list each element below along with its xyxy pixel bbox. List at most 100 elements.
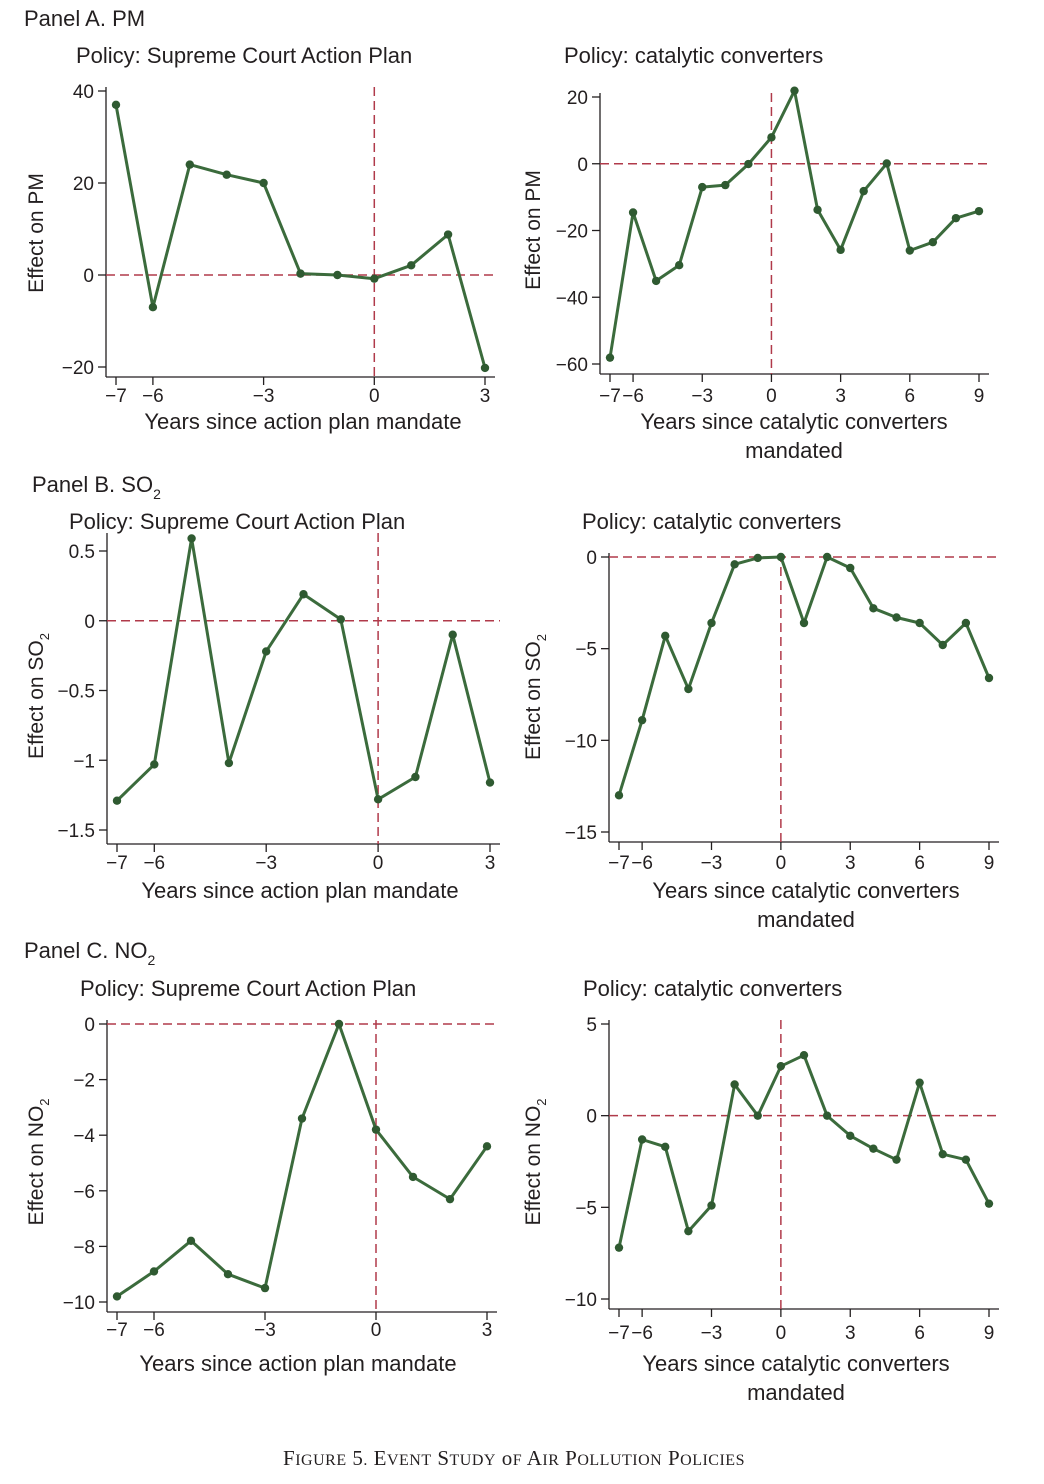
data-point [984, 673, 994, 683]
y-tick-label: −2 [73, 1071, 95, 1092]
chart-title: Policy: Supreme Court Action Plan [76, 43, 412, 68]
series-line [115, 536, 492, 802]
y-axis-label-subscript: 2 [534, 1098, 549, 1105]
x-tick-label: 0 [776, 853, 787, 874]
data-point [928, 237, 938, 247]
x-tick-label: 3 [845, 1323, 856, 1344]
data-point [187, 534, 196, 543]
x-tick-label: 3 [835, 386, 846, 407]
x-axis-label: mandated [757, 907, 855, 932]
data-point [222, 170, 231, 179]
data-point [799, 1050, 809, 1060]
x-tick-label: 9 [974, 386, 985, 407]
series-line [116, 1022, 489, 1298]
data-point [892, 1155, 901, 1164]
y-axis-label: Effect on NO2 [522, 1098, 549, 1225]
x-axis-label: Years since catalytic converters [640, 409, 947, 434]
x-tick-label: −7 [106, 1320, 128, 1341]
panel-c-title-subscript: 2 [147, 952, 156, 968]
y-axis-label-subscript: 2 [534, 634, 549, 641]
y-tick-label: 0 [84, 1015, 95, 1036]
data-point [336, 615, 345, 624]
y-tick-label: 0 [577, 155, 588, 176]
y-tick-label: 0 [586, 548, 597, 569]
data-point [869, 604, 878, 613]
y-tick-label: −0.5 [57, 682, 95, 703]
y-tick-label: −40 [556, 288, 588, 309]
data-point [882, 159, 891, 168]
data-point [822, 552, 832, 562]
data-point [707, 1201, 716, 1210]
y-axis-label-text: Effect on NO [522, 1106, 545, 1226]
data-point [637, 715, 647, 725]
data-point [974, 206, 984, 216]
data-point [730, 1080, 739, 1089]
data-point [905, 246, 915, 255]
x-tick-label: 3 [485, 853, 496, 874]
x-tick-label: −6 [143, 853, 165, 874]
x-axis-label: Years since action plan mandate [144, 409, 461, 434]
data-point [186, 1236, 196, 1246]
chart-6: Policy: catalytic converters −10 −5 0 5 −7 −6 −… [522, 976, 999, 1405]
x-tick-label: 6 [914, 853, 925, 874]
data-point [480, 363, 490, 373]
data-point [259, 178, 268, 188]
y-axis-label: Effect on PM [25, 173, 48, 293]
data-point [334, 1019, 344, 1029]
y-tick-label: −10 [565, 1290, 597, 1311]
y-tick-label: −10 [565, 731, 597, 752]
x-tick-label: −3 [254, 1320, 276, 1341]
y-tick-label: 0.5 [69, 542, 95, 563]
chart-5: Policy: Supreme Court Action Plan −10 −8 −6… [25, 976, 497, 1376]
x-tick-label: 9 [984, 853, 995, 874]
data-point [628, 208, 638, 217]
x-tick-label: 3 [845, 853, 856, 874]
data-point [296, 269, 305, 278]
data-point [698, 182, 707, 192]
data-point [443, 230, 453, 239]
data-point [407, 261, 416, 270]
data-point [661, 1142, 670, 1152]
x-tick-label: 0 [776, 1323, 787, 1344]
data-point [869, 1144, 878, 1153]
series-line [114, 104, 487, 369]
data-point [984, 1199, 994, 1208]
x-tick-label: −6 [631, 1323, 653, 1344]
data-point [776, 552, 786, 562]
x-tick-label: −7 [599, 386, 621, 407]
event-study-charts: Policy: Supreme Court Action Plan−200204… [25, 43, 999, 1405]
x-tick-label: 0 [766, 386, 777, 407]
panel-c-title: Panel C. NO2 [24, 938, 155, 968]
y-tick-label: 0 [83, 266, 94, 287]
y-tick-label: 20 [567, 88, 588, 109]
data-point [846, 1131, 855, 1141]
panel-b-title-text: Panel B. SO [32, 472, 154, 497]
chart-4: Policy: catalytic converters−15−10−50−7−… [522, 509, 999, 932]
data-point [333, 270, 342, 280]
y-tick-label: −60 [556, 355, 588, 376]
data-point [373, 795, 383, 804]
data-point [661, 631, 670, 641]
data-point [799, 618, 809, 628]
data-point [223, 1270, 233, 1279]
data-point [822, 1111, 832, 1120]
y-tick-label: −1.5 [57, 821, 95, 842]
data-point [753, 553, 762, 563]
y-tick-label: −15 [565, 823, 597, 844]
x-axis-label: Years since action plan mandate [139, 1351, 456, 1376]
y-axis-label-text: Effect on SO [522, 641, 545, 760]
x-axis-label: Years since catalytic converters [642, 1351, 949, 1376]
panel-c-title-text: Panel C. NO [24, 938, 148, 963]
y-tick-label: −5 [575, 1198, 597, 1219]
data-point [961, 1155, 971, 1164]
y-axis-label: Effect on SO2 [522, 634, 549, 760]
y-tick-label: −20 [556, 222, 588, 243]
data-point [730, 560, 739, 569]
y-tick-label: 40 [73, 82, 94, 103]
y-tick-label: −4 [73, 1126, 95, 1147]
data-point [846, 563, 855, 573]
y-axis-label-text: Effect on PM [25, 173, 48, 293]
y-axis-label: Effect on PM [522, 170, 545, 290]
data-point [767, 133, 776, 142]
x-tick-label: −7 [105, 386, 127, 407]
